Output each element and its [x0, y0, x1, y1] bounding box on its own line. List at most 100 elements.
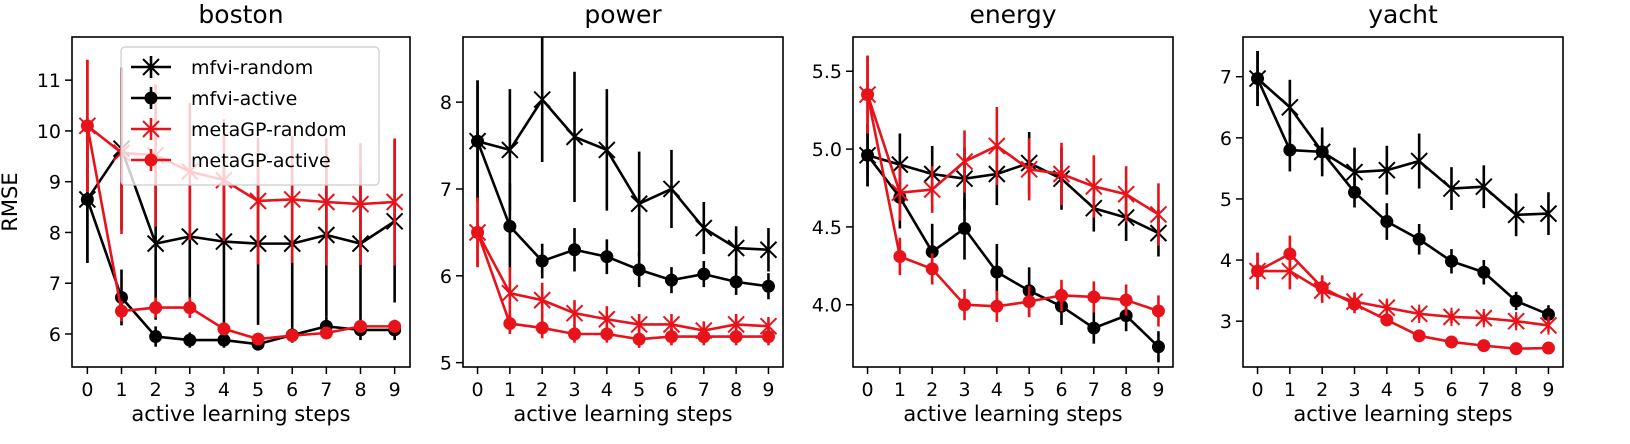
- y-tick-label: 6: [440, 266, 452, 288]
- y-tick-label: 4: [1220, 250, 1232, 272]
- x-tick-label: 4: [1381, 379, 1393, 401]
- series-metaGP-active: [861, 55, 1165, 327]
- data-point: [533, 290, 551, 310]
- panel-title: energy: [969, 0, 1056, 29]
- data-point: [1541, 307, 1555, 321]
- data-point: [925, 262, 939, 276]
- data-point: [565, 303, 584, 323]
- data-point: [503, 219, 517, 233]
- series-line: [866, 94, 1159, 313]
- y-tick-label: 7: [440, 179, 452, 201]
- x-tick-label: 5: [252, 379, 264, 401]
- legend-marker: [144, 153, 158, 167]
- data-point: [146, 234, 165, 253]
- data-point: [183, 301, 197, 315]
- y-tick-label: 9: [49, 172, 61, 194]
- legend-entry: mfvi-random: [131, 56, 313, 79]
- series-line: [476, 140, 769, 288]
- series-line: [86, 147, 396, 245]
- data-point: [632, 332, 646, 346]
- series-line: [1257, 269, 1549, 327]
- x-tick-label: 0: [471, 379, 483, 401]
- y-tick-label: 6: [1220, 128, 1232, 150]
- data-point: [283, 190, 301, 209]
- data-point: [727, 238, 745, 258]
- panel-energy: energy 0 1 2 3 4 5 6 7 8 9 4.0 4.5 5.0 5.5 active learn…: [812, 0, 1174, 426]
- legend-box: [120, 46, 380, 186]
- data-point: [955, 152, 974, 171]
- data-point: [80, 119, 94, 133]
- data-point: [1020, 160, 1038, 179]
- y-tick-label: 4.0: [812, 295, 842, 317]
- x-tick-label: 7: [320, 379, 332, 401]
- data-point: [697, 267, 711, 281]
- data-point: [1442, 307, 1461, 327]
- data-point: [761, 330, 775, 344]
- x-tick-label: 1: [504, 379, 516, 401]
- data-point: [503, 317, 517, 331]
- x-tick-label: 3: [1348, 379, 1360, 401]
- x-tick-label: 5: [1023, 379, 1035, 401]
- data-point: [1348, 185, 1362, 199]
- legend-label: mfvi-active: [191, 88, 297, 110]
- x-axis-label: active learning steps: [131, 402, 350, 426]
- series-line: [1256, 77, 1549, 217]
- y-tick-label: 5.0: [812, 139, 842, 161]
- data-point: [385, 192, 404, 212]
- data-point: [600, 327, 614, 341]
- data-point: [353, 319, 367, 333]
- series-mfvi-random: [468, 37, 778, 272]
- data-point: [568, 243, 582, 257]
- series-metaGP-active: [1251, 235, 1555, 356]
- data-point: [664, 330, 678, 344]
- x-tick-label: 0: [1251, 379, 1263, 401]
- data-point: [1539, 316, 1558, 335]
- data-point: [1283, 247, 1297, 261]
- legend-label: metaGP-random: [191, 119, 347, 141]
- series-mfvi-random: [1248, 51, 1558, 237]
- data-point: [861, 88, 875, 102]
- data-point: [1539, 204, 1558, 223]
- data-point: [1442, 179, 1461, 198]
- data-point: [662, 179, 681, 199]
- data-point: [598, 140, 616, 160]
- data-point: [1509, 342, 1523, 356]
- data-point: [1507, 205, 1525, 225]
- data-point: [149, 330, 163, 344]
- x-tick-label: 8: [730, 379, 742, 401]
- data-point: [535, 254, 549, 268]
- series-line: [867, 154, 1160, 235]
- legend-entry: metaGP-random: [131, 118, 347, 141]
- y-tick-label: 8: [440, 92, 452, 114]
- panel-title: boston: [198, 0, 283, 29]
- x-tick-label: 3: [568, 379, 580, 401]
- data-point: [923, 180, 941, 199]
- data-point: [1380, 313, 1394, 327]
- legend-marker: [142, 120, 160, 138]
- series-mfvi-random: [858, 124, 1168, 257]
- data-point: [1119, 293, 1133, 307]
- data-point: [1410, 151, 1428, 171]
- series-metaGP-active: [471, 197, 775, 348]
- data-point: [761, 279, 775, 293]
- data-point: [1477, 265, 1491, 279]
- data-point: [893, 249, 907, 263]
- data-point: [317, 192, 336, 212]
- data-point: [729, 330, 743, 344]
- x-tick-label: 5: [1413, 379, 1425, 401]
- x-tick-label: 1: [115, 379, 127, 401]
- data-point: [1475, 308, 1493, 328]
- x-axis-label: active learning steps: [1293, 402, 1512, 426]
- data-point: [471, 225, 485, 239]
- data-point: [1151, 340, 1165, 354]
- data-point: [217, 333, 231, 347]
- data-point: [990, 265, 1004, 279]
- data-point: [1348, 297, 1362, 311]
- data-point: [251, 332, 265, 346]
- data-point: [695, 218, 713, 238]
- data-point: [535, 321, 549, 335]
- data-point: [958, 221, 972, 235]
- data-point: [183, 333, 197, 347]
